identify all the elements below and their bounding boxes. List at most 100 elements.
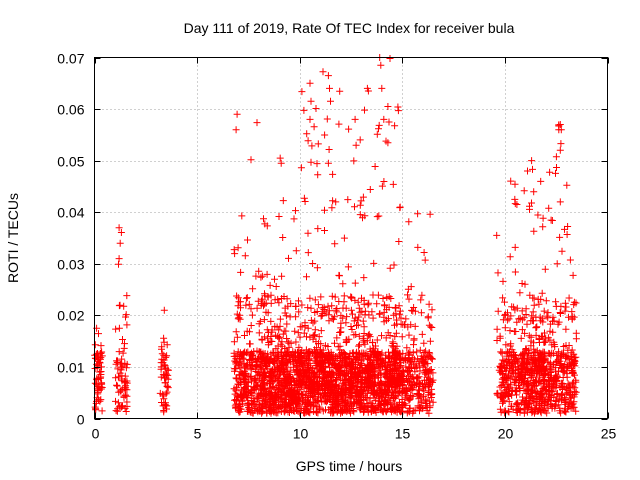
data-point xyxy=(277,394,285,402)
data-point xyxy=(418,291,426,299)
data-point xyxy=(506,327,514,335)
data-point xyxy=(322,309,330,317)
data-point xyxy=(245,400,253,408)
data-point xyxy=(375,121,383,129)
data-point xyxy=(292,207,299,215)
data-point xyxy=(403,388,411,396)
data-point xyxy=(328,292,336,300)
data-point xyxy=(553,377,561,384)
data-point xyxy=(528,317,536,325)
data-point xyxy=(566,256,574,264)
data-point xyxy=(378,182,386,190)
data-point xyxy=(562,396,570,403)
data-point-outlier xyxy=(306,79,314,87)
data-point xyxy=(402,356,409,364)
data-point xyxy=(508,391,516,399)
data-point xyxy=(263,398,271,406)
x-tick-label: 5 xyxy=(194,426,202,442)
data-point xyxy=(296,333,304,341)
data-point xyxy=(552,298,560,306)
data-point xyxy=(333,376,341,383)
data-point xyxy=(409,392,417,400)
data-point xyxy=(280,407,288,415)
data-point xyxy=(380,382,388,390)
data-point xyxy=(528,199,535,207)
data-point xyxy=(298,347,306,355)
data-point xyxy=(263,270,271,278)
data-point xyxy=(313,402,321,410)
data-point xyxy=(359,334,367,342)
data-point xyxy=(162,399,169,407)
data-point xyxy=(420,339,428,347)
data-point xyxy=(427,394,435,401)
data-point xyxy=(98,407,106,415)
data-point xyxy=(502,341,510,349)
data-point xyxy=(360,336,368,344)
data-point xyxy=(120,392,128,400)
data-point xyxy=(304,407,312,415)
data-point xyxy=(516,289,524,297)
data-point xyxy=(241,252,249,260)
data-point xyxy=(382,407,390,415)
data-point xyxy=(299,398,306,406)
data-point xyxy=(375,212,383,220)
data-point xyxy=(373,213,381,221)
data-point xyxy=(357,357,365,365)
data-point xyxy=(414,243,422,251)
data-point xyxy=(359,366,367,374)
data-point-outlier xyxy=(385,118,393,126)
data-point xyxy=(499,316,507,324)
data-point xyxy=(340,349,348,357)
data-point xyxy=(242,294,250,302)
data-point xyxy=(529,308,537,316)
data-point xyxy=(255,357,263,365)
data-point xyxy=(158,355,166,363)
data-point xyxy=(266,384,274,392)
data-point xyxy=(92,399,100,407)
data-point xyxy=(300,329,308,337)
data-point xyxy=(416,346,424,354)
data-point xyxy=(551,402,559,410)
data-point xyxy=(312,105,320,112)
data-point xyxy=(420,352,428,360)
data-point xyxy=(501,310,509,318)
data-point xyxy=(375,125,382,133)
data-point xyxy=(354,376,361,384)
data-point-outlier xyxy=(160,306,168,314)
data-point xyxy=(349,349,357,357)
data-point xyxy=(336,87,344,95)
data-point xyxy=(364,352,372,360)
data-point xyxy=(360,407,368,415)
data-point xyxy=(530,227,538,235)
data-point xyxy=(553,391,561,398)
data-point xyxy=(529,165,536,173)
data-point xyxy=(123,360,131,368)
data-point xyxy=(315,333,323,341)
data-point xyxy=(340,234,348,242)
data-point xyxy=(415,395,423,403)
data-point xyxy=(501,324,509,332)
data-point xyxy=(391,333,399,341)
data-point xyxy=(297,405,305,413)
data-point xyxy=(300,409,308,417)
data-point xyxy=(318,304,326,312)
data-point-outlier xyxy=(351,115,359,123)
data-point xyxy=(386,55,394,62)
data-point xyxy=(379,408,387,416)
data-point xyxy=(507,352,515,359)
data-point xyxy=(344,406,352,414)
chart-title: Day 111 of 2019, Rate Of TEC Index for r… xyxy=(184,20,515,36)
data-point xyxy=(542,297,550,305)
data-point xyxy=(568,315,576,323)
y-tick-label: 0.01 xyxy=(57,360,84,376)
data-point xyxy=(511,243,519,251)
data-point xyxy=(546,336,554,344)
data-point xyxy=(424,376,432,384)
y-tick-label: 0.02 xyxy=(57,308,84,324)
data-point xyxy=(524,404,532,412)
data-point xyxy=(426,210,434,218)
data-point xyxy=(269,400,277,408)
data-point xyxy=(420,249,428,256)
data-point xyxy=(120,302,128,310)
data-point xyxy=(249,351,256,359)
